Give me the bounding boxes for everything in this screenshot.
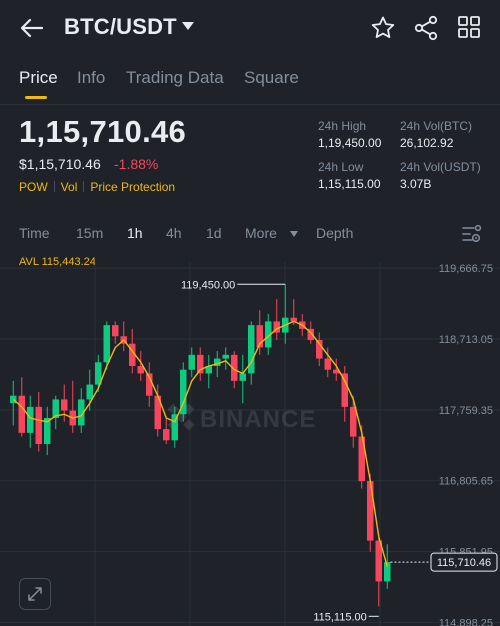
chevron-down-icon[interactable]: [290, 231, 298, 237]
candle-body: [273, 321, 280, 333]
usd-price: $1,15,710.46: [19, 156, 101, 172]
expand-chart-button[interactable]: [19, 578, 51, 610]
interval-15m[interactable]: 15m: [76, 225, 104, 241]
vol-usdt-label: 24h Vol(USDT): [400, 160, 481, 174]
candle-body: [44, 418, 51, 444]
candle-body: [307, 328, 314, 340]
last-price: 1,15,710.46: [19, 114, 187, 149]
interval-4h[interactable]: 4h: [166, 225, 182, 241]
candle-body: [18, 395, 25, 433]
candle-body: [341, 373, 348, 407]
candle-body: [171, 414, 178, 441]
candle-body: [375, 540, 382, 582]
candle-body: [316, 340, 323, 359]
interval-bar: Time 15m 1h 4h 1d More Depth: [0, 216, 500, 250]
tag-vol[interactable]: Vol: [60, 180, 78, 194]
candle-body: [180, 369, 187, 415]
interval-more[interactable]: More: [245, 225, 277, 241]
tab-trading-data[interactable]: Trading Data: [126, 68, 224, 87]
candle-body: [137, 366, 144, 374]
low-marker-label: 115,115.00: [313, 611, 366, 623]
candle-body: [248, 325, 255, 374]
candle-body: [265, 321, 272, 348]
candle-body: [290, 317, 297, 322]
expand-icon: [28, 587, 42, 601]
tab-square[interactable]: Square: [244, 68, 299, 87]
candle-body: [10, 395, 17, 404]
interval-1h[interactable]: 1h: [127, 225, 143, 241]
candle-body: [384, 562, 391, 582]
tag-row: POW Vol Price Protection: [19, 180, 175, 194]
last-price-label: 115,710.46: [437, 557, 491, 569]
candle-body: [222, 354, 229, 359]
last-price-box: [430, 552, 498, 572]
candle-body: [52, 399, 59, 418]
high-value: 1,19,450.00: [318, 136, 382, 150]
candle-body: [35, 406, 42, 444]
y-tick-label: 119,666.75: [439, 263, 493, 275]
candle-body: [256, 325, 263, 348]
candle-body: [61, 399, 68, 411]
candle-body: [205, 366, 212, 374]
vol-btc-label: 24h Vol(BTC): [400, 119, 473, 133]
moving-average-line: [12, 320, 388, 567]
candle-body: [358, 436, 365, 482]
y-tick-label: 116,805.65: [439, 476, 493, 488]
top-bar: BTC/USDT: [0, 0, 500, 56]
candle-body: [129, 343, 136, 366]
y-tick-label: 117,759.35: [439, 405, 493, 417]
candles: [10, 284, 391, 607]
vol-btc-value: 26,102.92: [400, 136, 454, 150]
candle-body: [103, 325, 110, 363]
active-tab-indicator: [25, 96, 47, 99]
high-label: 24h High: [318, 119, 367, 133]
low-label: 24h Low: [318, 160, 364, 174]
candle-body: [27, 406, 34, 433]
candle-body: [214, 358, 221, 366]
candle-body: [112, 325, 119, 337]
y-tick-label: 114,898.25: [439, 617, 493, 626]
candle-body: [154, 395, 161, 430]
grid-icon[interactable]: [457, 15, 481, 39]
candle-body: [78, 399, 85, 426]
arrow-left-icon[interactable]: [18, 14, 46, 42]
y-tick-label: 118,713.05: [439, 334, 493, 346]
price-change: -1.88%: [114, 156, 159, 172]
watermark-text: BINANCE: [200, 406, 316, 433]
tag-price-protection[interactable]: Price Protection: [90, 180, 176, 194]
candle-body: [239, 373, 246, 381]
candle-body: [367, 481, 374, 541]
tab-bar: Price Info Trading Data Square: [0, 60, 500, 105]
tag-pow[interactable]: POW: [19, 180, 48, 194]
candle-body: [95, 362, 102, 385]
candle-body: [163, 429, 170, 441]
candle-body: [86, 384, 93, 400]
candle-body: [197, 354, 204, 374]
avl-label: AVL 115,443.24: [19, 256, 96, 268]
chart-grid: [0, 262, 500, 626]
interval-time[interactable]: Time: [19, 225, 50, 241]
interval-depth[interactable]: Depth: [316, 225, 354, 241]
candle-body: [350, 406, 357, 437]
candle-body: [333, 369, 340, 374]
candle-body: [188, 354, 195, 370]
price-labels: 119,666.75 118,713.05 117,759.35 116,805.65…: [181, 263, 498, 626]
candlestick-chart[interactable]: BINANCE 119,666.75118,713.05117,759.3511…: [0, 262, 500, 626]
high-marker-label: 119,450.00: [181, 279, 235, 291]
pair-title[interactable]: BTC/USDT: [64, 14, 177, 39]
tab-info[interactable]: Info: [77, 68, 106, 87]
share-icon[interactable]: [413, 15, 439, 41]
candle-body: [146, 373, 153, 396]
candle-body: [231, 354, 238, 381]
interval-1d[interactable]: 1d: [206, 225, 222, 241]
chevron-down-icon[interactable]: [182, 22, 194, 30]
vol-usdt-value: 3.07B: [400, 177, 432, 191]
candle-body: [324, 358, 331, 370]
star-icon[interactable]: [370, 15, 396, 41]
low-value: 1,15,115.00: [318, 177, 381, 191]
chart-settings-icon[interactable]: [461, 224, 483, 244]
tab-price[interactable]: Price: [19, 68, 58, 87]
